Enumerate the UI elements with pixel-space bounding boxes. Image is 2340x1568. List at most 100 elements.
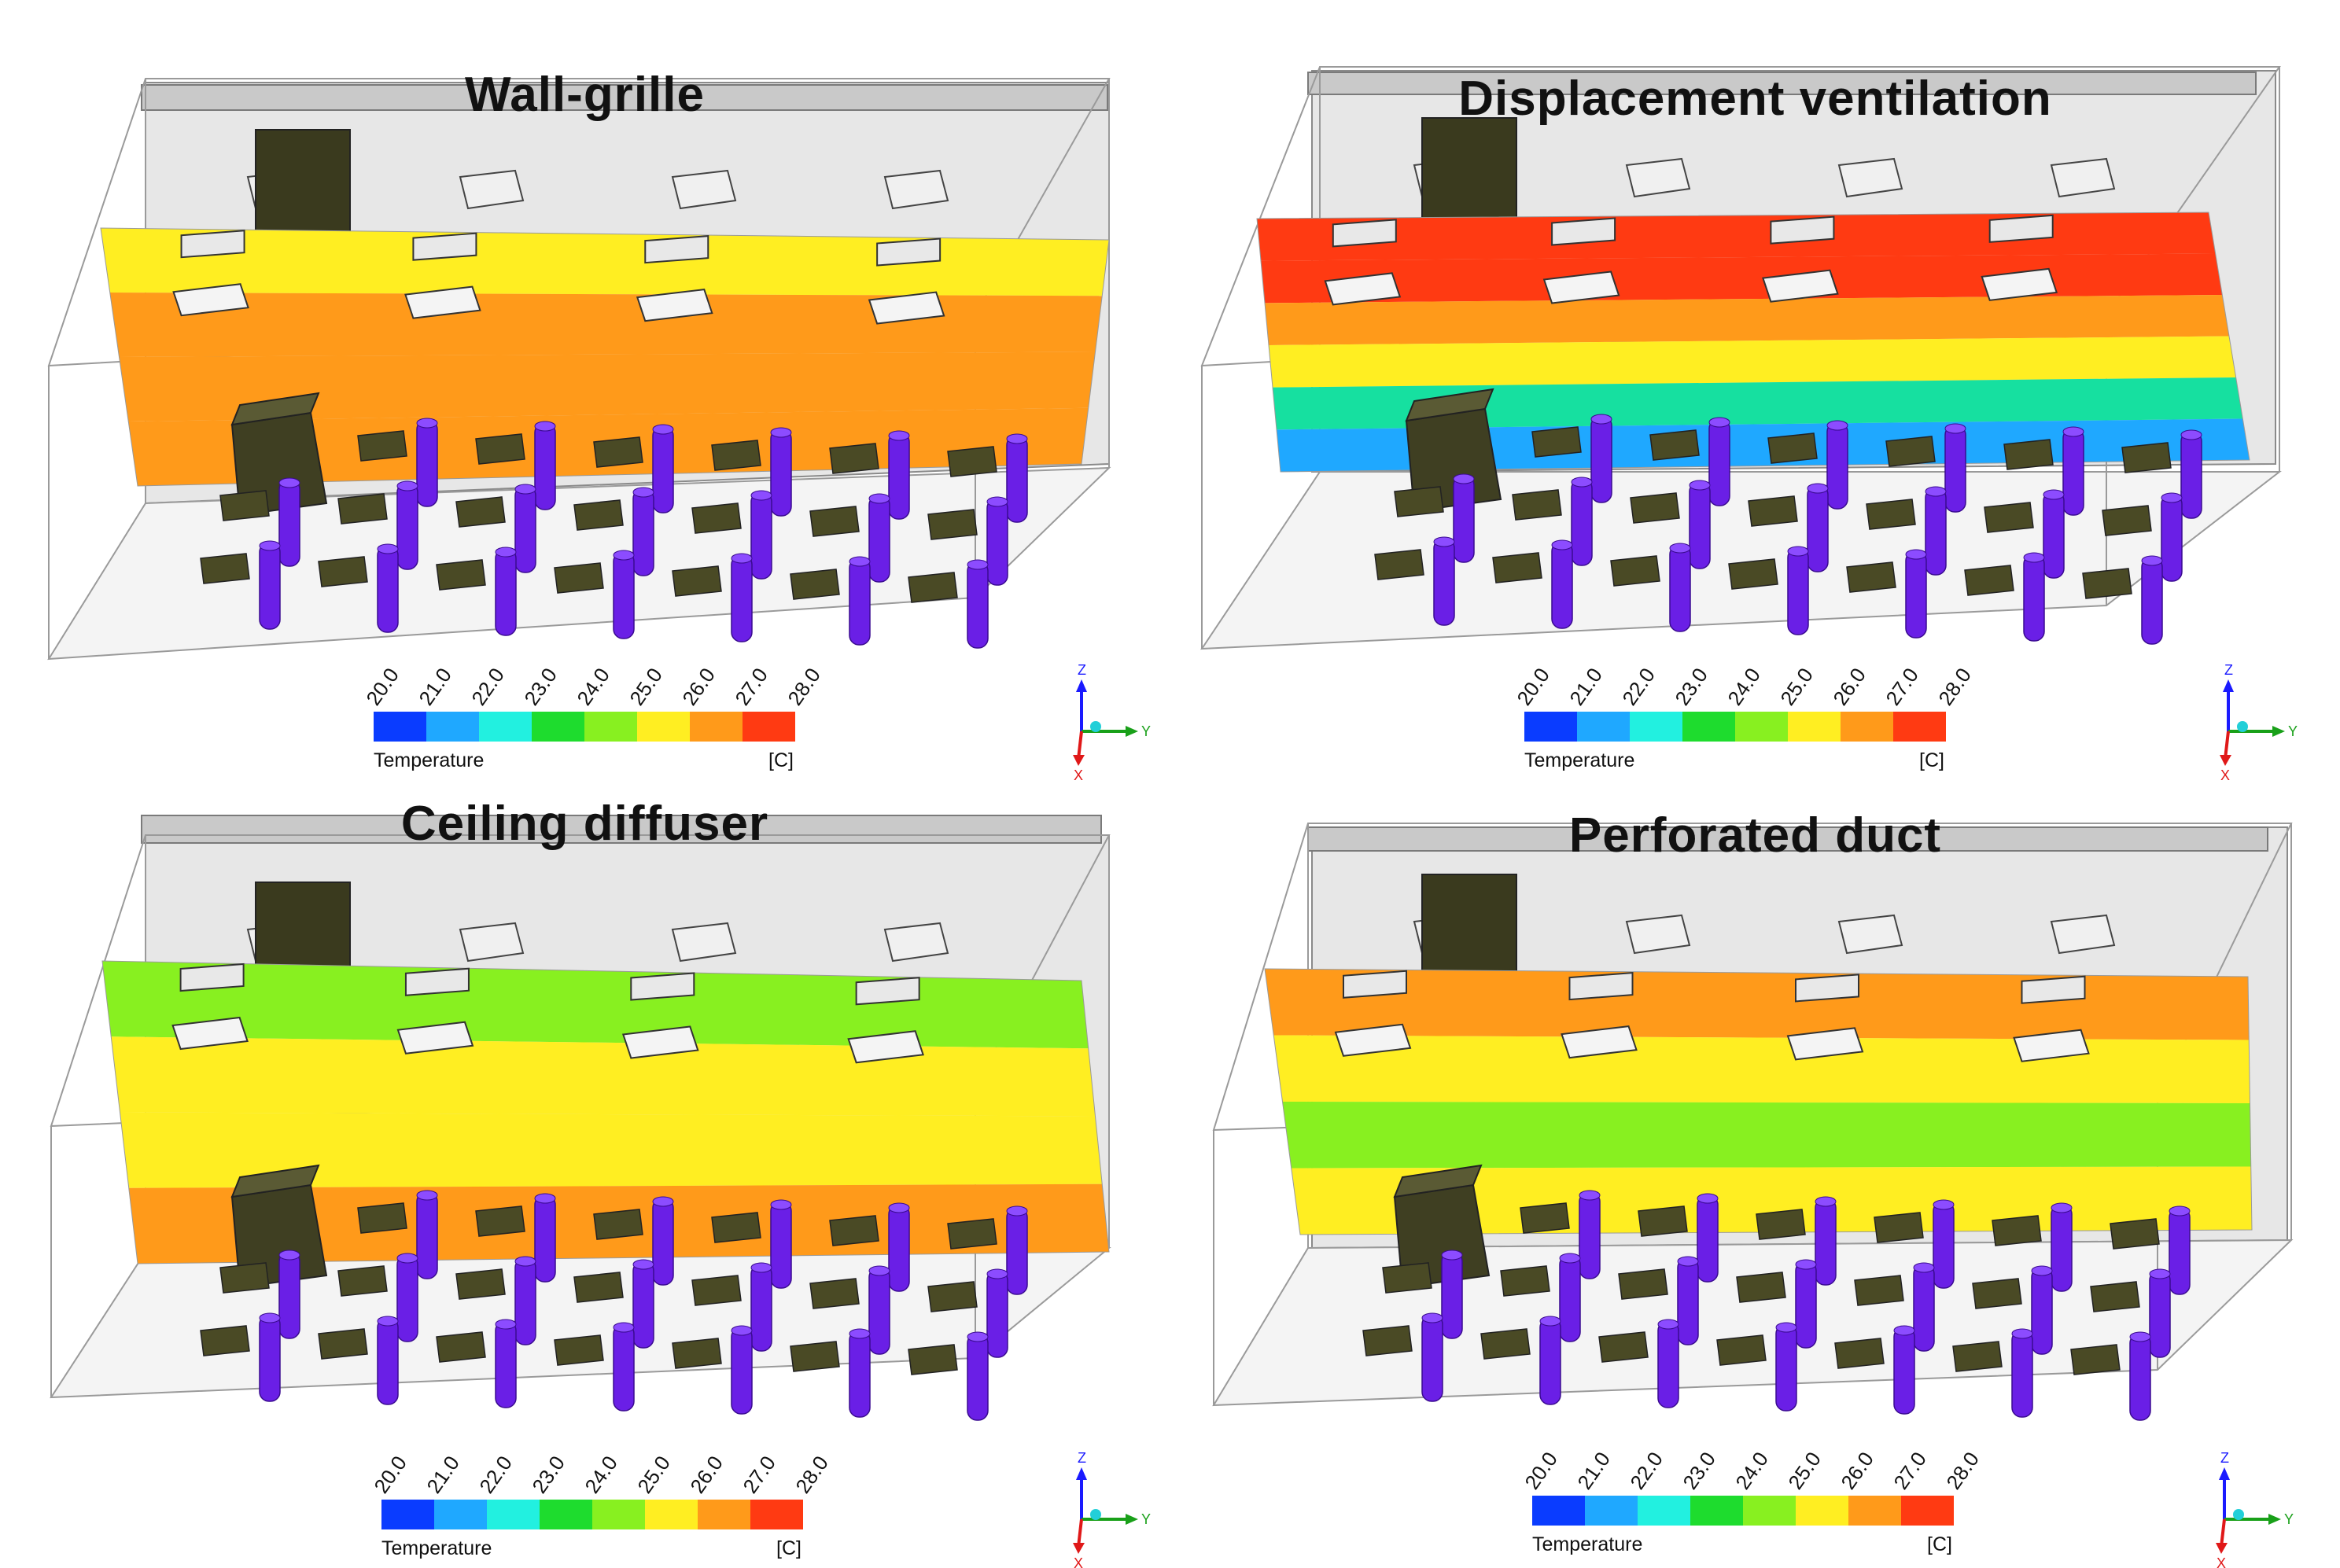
desk	[947, 1218, 997, 1250]
legend-tick-label: 20.0	[1520, 1448, 1562, 1494]
supply-diffuser	[1551, 217, 1616, 246]
cabinet-top	[1393, 1164, 1483, 1198]
legend-swatch	[1841, 712, 1893, 742]
desk	[1362, 1325, 1413, 1356]
axis-origin-marker	[2233, 1509, 2244, 1520]
occupant-cylinder-top	[1421, 1312, 1443, 1323]
occupant-cylinder-top	[2129, 1331, 2151, 1342]
contour-band	[1257, 212, 2216, 261]
occupant-cylinder	[2161, 494, 2183, 582]
legend-tick-label: 26.0	[685, 1452, 728, 1498]
occupant-cylinder	[259, 1314, 281, 1402]
desk	[337, 1265, 388, 1297]
return-grille	[1981, 267, 2058, 301]
desk	[318, 1328, 368, 1360]
y-axis-arrow	[2272, 726, 2285, 737]
return-grille	[2013, 1029, 2090, 1062]
legend-swatch	[479, 712, 532, 742]
ceiling-light	[1837, 157, 1903, 198]
desk	[1512, 489, 1562, 521]
legend-swatch	[1638, 1496, 1690, 1526]
occupant-cylinder-top	[1815, 1196, 1837, 1207]
occupant-cylinder-top	[986, 496, 1008, 507]
desk	[927, 509, 978, 540]
temperature-contour-plane	[1256, 212, 2250, 473]
panel-wall-grille: 20.0 21.0 22.0 23.0 24.0 25.0 26.0 27.0 28.0 Temp…	[0, 0, 1170, 784]
occupant-cylinder	[632, 488, 654, 576]
occupant-cylinder-top	[1433, 536, 1455, 547]
occupant-cylinder	[1657, 1320, 1679, 1408]
supply-diffuser	[1770, 215, 1835, 245]
occupant-cylinder	[396, 482, 418, 570]
occupant-cylinder-top	[1453, 473, 1475, 484]
legend-unit: [C]	[768, 749, 794, 771]
legend-tick-label: 27.0	[1889, 1448, 1931, 1494]
axis-triad: Z Y X	[2220, 662, 2298, 783]
desk	[475, 433, 525, 465]
contour-plane-outline	[101, 960, 1110, 1264]
x-axis	[2220, 1518, 2226, 1548]
furniture	[1374, 388, 2202, 645]
supply-diffuser	[1332, 219, 1397, 248]
occupant-cylinder	[495, 548, 517, 636]
occupant-cylinder-top	[849, 1328, 871, 1339]
return-grille	[636, 289, 713, 322]
occupant-cylinder	[1933, 1201, 1955, 1289]
desk	[1728, 558, 1778, 590]
contour-plane-outline	[1256, 212, 2250, 473]
legend-swatch	[743, 712, 795, 742]
occupant-cylinder	[2043, 491, 2065, 579]
y-axis-label: Y	[1141, 723, 1151, 739]
legend-tick-label: 27.0	[730, 664, 772, 710]
panel-title: Wall-grille	[465, 68, 705, 122]
supply-diffuser	[404, 967, 470, 996]
wall-cabinet	[1421, 117, 1517, 221]
occupant-cylinder	[2180, 431, 2202, 519]
legend-tick-label: 21.0	[1564, 664, 1607, 710]
z-axis-arrow	[1076, 679, 1087, 692]
desk	[475, 1205, 525, 1237]
ceiling-light	[1837, 914, 1903, 955]
occupant-cylinder-top	[396, 1253, 418, 1264]
occupant-cylinder	[731, 1327, 753, 1415]
occupant-cylinder	[770, 1201, 792, 1289]
desk	[1854, 1275, 1904, 1306]
supply-diffuser	[876, 237, 942, 267]
desk	[337, 493, 388, 525]
desk	[1756, 1209, 1806, 1240]
desk	[1630, 492, 1680, 524]
occupant-cylinder-top	[967, 559, 989, 570]
occupant-cylinder-top	[1579, 1190, 1601, 1201]
occupant-cylinder	[750, 491, 772, 580]
occupant-cylinder-top	[967, 1331, 989, 1342]
legend-tick-label: 25.0	[1775, 664, 1818, 710]
legend-tick-label: 22.0	[474, 1452, 517, 1498]
occupant-cylinder-top	[2169, 1205, 2191, 1216]
desk	[1598, 1331, 1649, 1363]
legend-tick-label: 23.0	[527, 1452, 569, 1498]
legend-swatch	[426, 712, 479, 742]
occupant-cylinder	[2023, 554, 2045, 642]
desk	[1649, 429, 1700, 461]
occupant-cylinder-top	[495, 1319, 517, 1330]
panel-ceiling-diffuser: 20.0 21.0 22.0 23.0 24.0 25.0 26.0 27.0 28.0 Temp…	[0, 784, 1170, 1568]
occupant-cylinder	[1893, 1327, 1915, 1415]
desk	[200, 1325, 250, 1356]
legend-swatch	[540, 1500, 592, 1529]
contour-plane-outline	[1264, 968, 2253, 1235]
desk	[1964, 565, 2014, 596]
occupant-cylinder	[2011, 1330, 2033, 1418]
return-grille	[621, 1025, 699, 1059]
legend-swatch	[1893, 712, 1946, 742]
occupant-cylinder	[534, 422, 556, 510]
desk	[809, 1278, 860, 1309]
desk	[829, 1215, 879, 1246]
desk	[1767, 432, 1818, 464]
occupant-cylinder-top	[849, 556, 871, 567]
desk	[455, 1268, 506, 1300]
z-axis-label: Z	[1078, 662, 1086, 678]
desk	[1374, 549, 1424, 580]
desk	[2121, 442, 2172, 473]
occupant-cylinder-top	[534, 421, 556, 432]
legend-tick-label: 28.0	[1933, 664, 1976, 710]
